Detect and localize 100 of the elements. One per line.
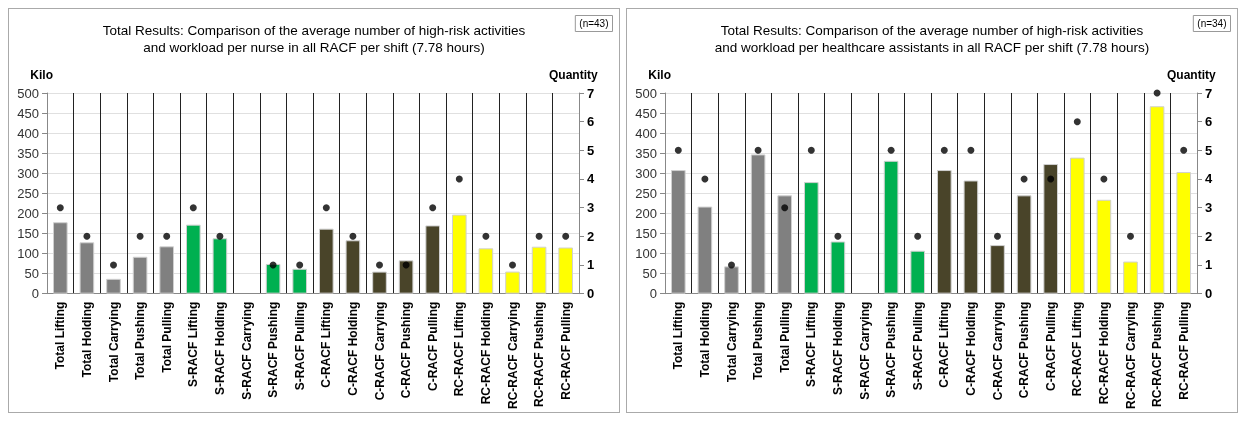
y2-tick-label: 3	[1205, 200, 1213, 216]
point	[887, 146, 895, 154]
y2-tick-label: 7	[587, 85, 595, 101]
x-tick-label: C-RACF Pushing	[1017, 301, 1032, 399]
text: (n=34)	[1197, 18, 1227, 29]
point	[296, 261, 304, 269]
x-tick-label: RC-RACF Lifting	[1070, 301, 1085, 397]
y2-tick-label: 1	[1205, 257, 1213, 273]
y-tick-label: 150	[17, 225, 39, 241]
y-tick-label: 50	[24, 266, 39, 282]
x-tick-label: C-RACF Lifting	[319, 301, 334, 388]
y2-tick-label: 7	[1205, 85, 1213, 101]
x-tick-label: Total Holding	[697, 301, 712, 378]
x-tick-label: S-RACF Pulling	[292, 301, 307, 391]
x-tick-label: S-RACF Carrying	[857, 301, 872, 400]
bar	[803, 182, 819, 294]
bar	[936, 170, 952, 294]
y-tick-label: 150	[635, 225, 657, 241]
y-tick-label: 0	[31, 286, 39, 302]
y-tick-label: 400	[635, 125, 657, 141]
point	[83, 232, 91, 240]
point	[674, 146, 682, 154]
y2-tick-label: 5	[1205, 142, 1213, 158]
point	[163, 232, 171, 240]
x-tick-label: S-RACF Pushing	[266, 301, 281, 398]
x-tick-label: Total Carrying	[106, 301, 121, 383]
bar	[531, 246, 547, 294]
point	[509, 261, 516, 269]
x-tick-label: S-RACF Holding	[212, 301, 227, 395]
point	[429, 204, 437, 212]
point	[110, 261, 117, 269]
point	[781, 204, 789, 212]
point	[322, 204, 330, 212]
point	[994, 232, 1001, 240]
x-tick-label: C-RACF Lifting	[937, 301, 952, 388]
x-tick-label: C-RACF Carrying	[372, 301, 387, 401]
bar	[1069, 157, 1085, 294]
bar	[1176, 172, 1192, 294]
y-axis-title: Kilo	[30, 68, 53, 82]
x-tick-label: S-RACF Holding	[830, 301, 845, 395]
y-tick-label: 300	[635, 165, 657, 181]
y2-tick-label: 0	[587, 286, 595, 302]
x-tick-label: RC-RACF Carrying	[1123, 301, 1138, 410]
x-tick-label: Total Pushing	[751, 301, 766, 381]
bar	[1149, 106, 1165, 294]
point	[482, 232, 490, 240]
y2-tick-label: 6	[587, 114, 595, 130]
y-tick-label: 500	[635, 85, 657, 101]
bar	[451, 214, 467, 294]
bar	[1016, 195, 1032, 294]
y-tick-label: 0	[649, 286, 657, 302]
chart-title: Total Results: Comparison of the average number of high-risk activities and workload per nurse in all RACF per shift (7.78 hours)	[102, 23, 526, 55]
x-tick-label: Total Lifting	[671, 301, 686, 370]
x-tick-label: Total Pushing	[133, 301, 148, 381]
bar	[1096, 199, 1112, 294]
x-tick-label: Total Holding	[79, 301, 94, 378]
y-tick-label: 500	[17, 85, 39, 101]
bar	[990, 245, 1005, 294]
x-tick-label: C-RACF Pulling	[1043, 301, 1058, 391]
y2-tick-label: 4	[587, 171, 595, 187]
x-tick-label: S-RACF Lifting	[186, 301, 201, 387]
x-tick-label: RC-RACF Pulling	[1176, 301, 1191, 400]
y2-tick-label: 2	[587, 228, 595, 244]
y2-tick-label: 5	[587, 142, 595, 158]
x-tick-label: Total Lifting	[53, 301, 68, 370]
x-tick-label: C-RACF Carrying	[990, 301, 1005, 401]
x-tick-label: RC-RACF Pulling	[558, 301, 573, 400]
bar	[1043, 164, 1059, 294]
x-tick-label: C-RACF Pulling	[425, 301, 440, 391]
bar	[398, 260, 414, 294]
text: (n=43)	[579, 18, 609, 29]
y-tick-label: 50	[642, 266, 657, 282]
y2-tick-label: 3	[587, 200, 595, 216]
y2-axis-title: Quantity	[549, 68, 598, 82]
point	[189, 204, 197, 212]
y-axis-title: Kilo	[648, 68, 671, 82]
bar	[505, 271, 520, 294]
point	[834, 232, 842, 240]
y-tick-label: 100	[17, 246, 39, 262]
bar	[910, 250, 926, 294]
y-tick-label: 250	[635, 185, 657, 201]
x-tick-label: RC-RACF Holding	[1096, 301, 1111, 405]
bar	[963, 180, 979, 294]
point	[1073, 118, 1081, 126]
y-tick-label: 350	[17, 145, 39, 161]
point	[754, 146, 762, 154]
bar	[558, 247, 574, 294]
point	[1047, 175, 1055, 183]
x-tick-label: C-RACF Holding	[345, 301, 360, 396]
x-tick-label: RC-RACF Lifting	[452, 301, 467, 397]
y-tick-label: 450	[635, 105, 657, 121]
point	[1180, 146, 1188, 154]
bar	[478, 248, 494, 294]
point	[807, 146, 815, 154]
x-tick-label: RC-RACF Pushing	[532, 301, 547, 407]
point	[1127, 232, 1134, 240]
point	[535, 232, 543, 240]
x-tick-label: Total Pulling	[159, 301, 174, 373]
y2-tick-label: 4	[1205, 171, 1213, 187]
bar	[1123, 261, 1138, 294]
